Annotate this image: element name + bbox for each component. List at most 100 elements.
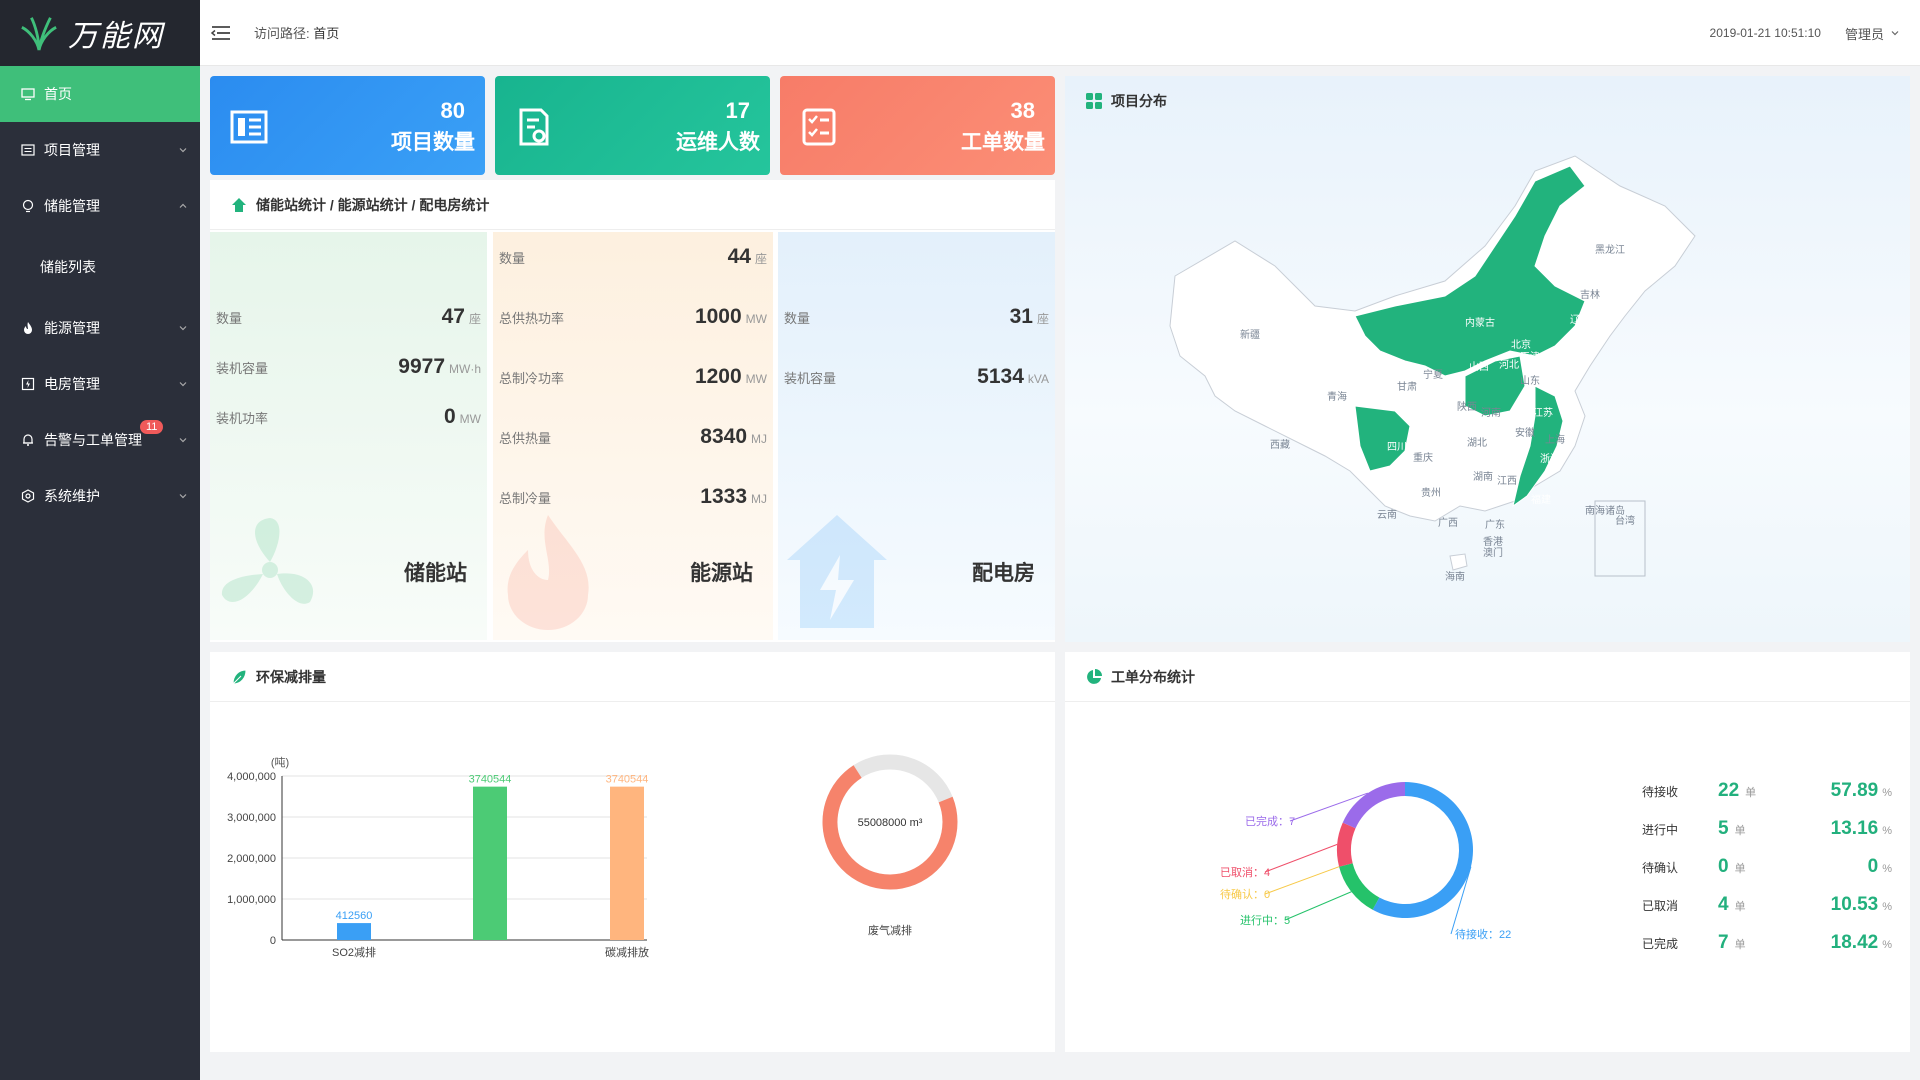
- stat-card-projects[interactable]: 80 项目数量: [210, 76, 485, 175]
- chevron-up-icon: [179, 203, 187, 208]
- row-label: 总制冷量: [499, 490, 552, 506]
- sidebar-item-home[interactable]: 首页: [0, 66, 200, 122]
- x-tick-label: SO2减排: [332, 945, 376, 959]
- pie-chart-icon: [1087, 668, 1102, 684]
- map-province-label: 湖北: [1467, 438, 1487, 449]
- map-province-label: 浙江: [1540, 454, 1560, 465]
- logo[interactable]: 万能网: [0, 0, 200, 66]
- stat-row: 总供热功率 1000 MW: [499, 302, 767, 332]
- station-name: 储能站: [404, 562, 467, 585]
- map-region-highlight: [1354, 405, 1411, 472]
- stat-row: 总制冷功率 1200 MW: [499, 362, 767, 392]
- map-province-label: 宁夏: [1423, 370, 1443, 381]
- map-province-label: 山西: [1469, 362, 1489, 373]
- row-value: 5134: [977, 365, 1024, 388]
- top-header: 访问路径: 首页 2019-01-21 10:51:10 管理员: [200, 0, 1920, 66]
- power-room-card[interactable]: 数量 31 座 装机容量 5134 kVA 配电房: [778, 232, 1055, 640]
- map-province-label: 西藏: [1270, 440, 1290, 451]
- map-province-label: 辽宁: [1570, 315, 1590, 326]
- row-unit: 座: [468, 312, 481, 326]
- sidebar-item-label: 能源管理: [44, 320, 100, 336]
- row-label: 数量: [499, 250, 526, 266]
- row-value: 1000: [694, 305, 742, 328]
- alarm-count-badge: 11: [140, 420, 164, 434]
- row-label: 装机容量: [216, 360, 269, 376]
- status-count-unit: 单: [1734, 825, 1746, 837]
- status-percent: 10.53: [1830, 894, 1879, 915]
- callout-line: [1450, 866, 1472, 935]
- house-bolt-icon: [787, 515, 887, 628]
- callout-label: 进行中：5: [1240, 914, 1290, 927]
- sidebar-item-energy[interactable]: 能源管理: [0, 300, 200, 356]
- donut-slice: [1337, 822, 1356, 867]
- map-province-label: 江苏: [1533, 408, 1553, 419]
- callout-label: 待接收：22: [1455, 927, 1511, 941]
- map-province-label: 江西: [1497, 476, 1517, 487]
- bar-value-label: 3740544: [469, 774, 512, 786]
- order-distribution-panel: 工单分布统计 待接收：22 进行中：5 待确认：0 已取消：4 已完成：7 待接收 22 单…: [1065, 652, 1910, 1052]
- panel-title: 环保减排量: [256, 668, 326, 685]
- map-province-label: 南海诸岛: [1585, 506, 1625, 517]
- stat-row: 数量 31 座: [784, 302, 1049, 332]
- callout-line: [1264, 843, 1338, 873]
- stat-row: 装机功率 0 MW: [216, 402, 481, 432]
- y-tick-label: 1,000,000: [227, 894, 276, 906]
- map-province-label: 香港: [1483, 537, 1503, 548]
- emission-bar-chart[interactable]: (吨) 0 1,000,000 2,000,000 3,000,000 4,000,000…: [210, 724, 680, 994]
- status-percent-unit: %: [1882, 901, 1892, 913]
- order-status-row: 已取消 4 单 10.53%: [1642, 886, 1892, 924]
- stat-label: 工单数量: [961, 131, 1045, 154]
- stat-card-staff[interactable]: 17 运维人数: [495, 76, 770, 175]
- status-percent-unit: %: [1882, 825, 1892, 837]
- map-province-label: 北京: [1511, 340, 1531, 351]
- sidebar-subitem-storage-list[interactable]: 储能列表: [0, 234, 200, 300]
- breadcrumb-current[interactable]: 首页: [313, 26, 340, 41]
- panel-header: 储能站统计 / 能源站统计 / 配电房统计: [210, 180, 1055, 230]
- row-label: 装机功率: [216, 410, 269, 426]
- callout-label: 已取消：4: [1220, 865, 1270, 879]
- sidebar-item-power-room[interactable]: 电房管理: [0, 356, 200, 412]
- status-name: 待接收: [1642, 784, 1679, 799]
- panel-header: 项目分布: [1065, 76, 1910, 126]
- stat-row: 总供热量 8340 MJ: [499, 422, 767, 452]
- sidebar-item-projects[interactable]: 项目管理: [0, 122, 200, 178]
- flame-icon: [507, 515, 589, 630]
- sidebar-item-storage[interactable]: 储能管理: [0, 178, 200, 234]
- stat-card-orders[interactable]: 38 工单数量: [780, 76, 1055, 175]
- status-name: 进行中: [1642, 822, 1679, 837]
- sidebar-item-alarms[interactable]: 告警与工单管理 11: [0, 412, 200, 468]
- status-name: 已完成: [1642, 936, 1679, 951]
- chevron-down-icon: [179, 438, 187, 443]
- row-label: 总供热量: [499, 430, 552, 446]
- sidebar-item-system[interactable]: 系统维护: [0, 468, 200, 524]
- map-region-highlight: [1464, 355, 1526, 417]
- home-icon: [232, 197, 246, 212]
- menu-toggle-icon[interactable]: [210, 22, 232, 44]
- map-province-label: 河北: [1499, 360, 1519, 371]
- row-unit: MJ: [751, 492, 767, 506]
- y-tick-label: 0: [270, 935, 276, 947]
- bar: [473, 786, 507, 940]
- newspaper-icon: [230, 110, 268, 144]
- china-map[interactable]: [1065, 126, 1910, 642]
- row-label: 总制冷功率: [499, 370, 565, 386]
- row-unit: 座: [1036, 312, 1049, 326]
- status-percent: 0: [1867, 856, 1879, 877]
- map-province-label: 重庆: [1413, 453, 1433, 464]
- x-tick-label: 碳减排放: [605, 945, 649, 959]
- status-count-unit: 单: [1734, 863, 1746, 875]
- map-province-label: 山东: [1520, 376, 1540, 387]
- station-stats-panel: 储能站统计 / 能源站统计 / 配电房统计 数量 47 座 装机容量 9977 MW…: [210, 180, 1055, 642]
- user-menu[interactable]: 管理员: [1845, 24, 1900, 43]
- status-percent-unit: %: [1882, 787, 1892, 799]
- exhaust-donut-chart[interactable]: 55008000 m³ 废气减排: [810, 750, 970, 950]
- storage-station-card[interactable]: 数量 47 座 装机容量 9977 MW·h 装机功率 0 MW 储能站: [210, 232, 487, 640]
- order-donut-chart[interactable]: 待接收：22 进行中：5 待确认：0 已取消：4 已完成：7: [1185, 728, 1605, 988]
- panel-title: 项目分布: [1111, 93, 1167, 109]
- station-name: 配电房: [972, 562, 1035, 585]
- status-count: 0: [1718, 856, 1729, 877]
- bell-icon: [20, 432, 36, 448]
- donut-slice: [1372, 782, 1473, 918]
- energy-station-card[interactable]: 数量 44 座 总供热功率 1000 MW 总制冷功率 1200 MW 总供热量 83…: [493, 232, 773, 640]
- status-percent: 57.89: [1830, 780, 1879, 801]
